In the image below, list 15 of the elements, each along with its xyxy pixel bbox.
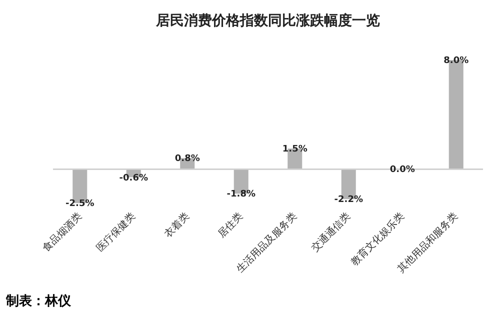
- x-tick-label: 衣着类: [162, 210, 192, 240]
- data-label: -2.2%: [334, 195, 363, 206]
- x-tick-label: 食品烟酒类: [40, 210, 84, 254]
- text: 制表：林仪: [6, 293, 71, 310]
- chart-title: 居民消费价格指数同比涨跌幅度一览: [155, 12, 380, 29]
- x-tick-label: 医疗保健类: [94, 210, 138, 254]
- data-label: 1.5%: [282, 144, 308, 155]
- data-label: -2.5%: [66, 199, 94, 210]
- data-label: 0.0%: [390, 165, 415, 176]
- data-label: -0.6%: [119, 173, 148, 184]
- data-label: 8.0%: [444, 56, 469, 66]
- x-tick-label: 居住类: [216, 210, 246, 240]
- data-label: 0.8%: [174, 154, 200, 164]
- data-label: -1.8%: [226, 190, 256, 200]
- x-tick-label: 交通通信类: [309, 210, 353, 254]
